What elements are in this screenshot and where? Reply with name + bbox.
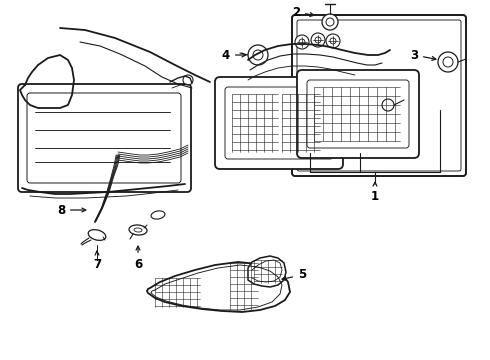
Polygon shape [147, 262, 290, 312]
Circle shape [295, 35, 309, 49]
Ellipse shape [129, 225, 147, 235]
Ellipse shape [134, 228, 142, 232]
Circle shape [438, 52, 458, 72]
Circle shape [330, 38, 336, 44]
Circle shape [248, 45, 268, 65]
Circle shape [183, 75, 193, 85]
Text: 4: 4 [222, 49, 246, 62]
Circle shape [382, 99, 394, 111]
Ellipse shape [151, 211, 165, 219]
Circle shape [443, 57, 453, 67]
Circle shape [299, 39, 305, 45]
Circle shape [253, 50, 263, 60]
Text: 6: 6 [134, 246, 142, 271]
Text: 5: 5 [282, 269, 306, 282]
Polygon shape [248, 256, 286, 287]
FancyBboxPatch shape [27, 93, 181, 183]
FancyBboxPatch shape [215, 77, 343, 169]
FancyBboxPatch shape [225, 87, 333, 159]
Circle shape [322, 14, 338, 30]
FancyBboxPatch shape [292, 15, 466, 176]
Text: 1: 1 [371, 182, 379, 203]
Ellipse shape [88, 230, 106, 240]
FancyBboxPatch shape [297, 70, 419, 158]
Circle shape [311, 33, 325, 47]
Text: 3: 3 [410, 49, 436, 62]
Text: 8: 8 [57, 203, 86, 216]
Circle shape [326, 18, 334, 26]
Text: 2: 2 [292, 5, 314, 18]
FancyBboxPatch shape [297, 20, 461, 171]
Text: 7: 7 [93, 251, 101, 271]
Circle shape [326, 34, 340, 48]
FancyBboxPatch shape [18, 84, 191, 192]
Circle shape [315, 37, 321, 43]
FancyBboxPatch shape [307, 80, 409, 148]
